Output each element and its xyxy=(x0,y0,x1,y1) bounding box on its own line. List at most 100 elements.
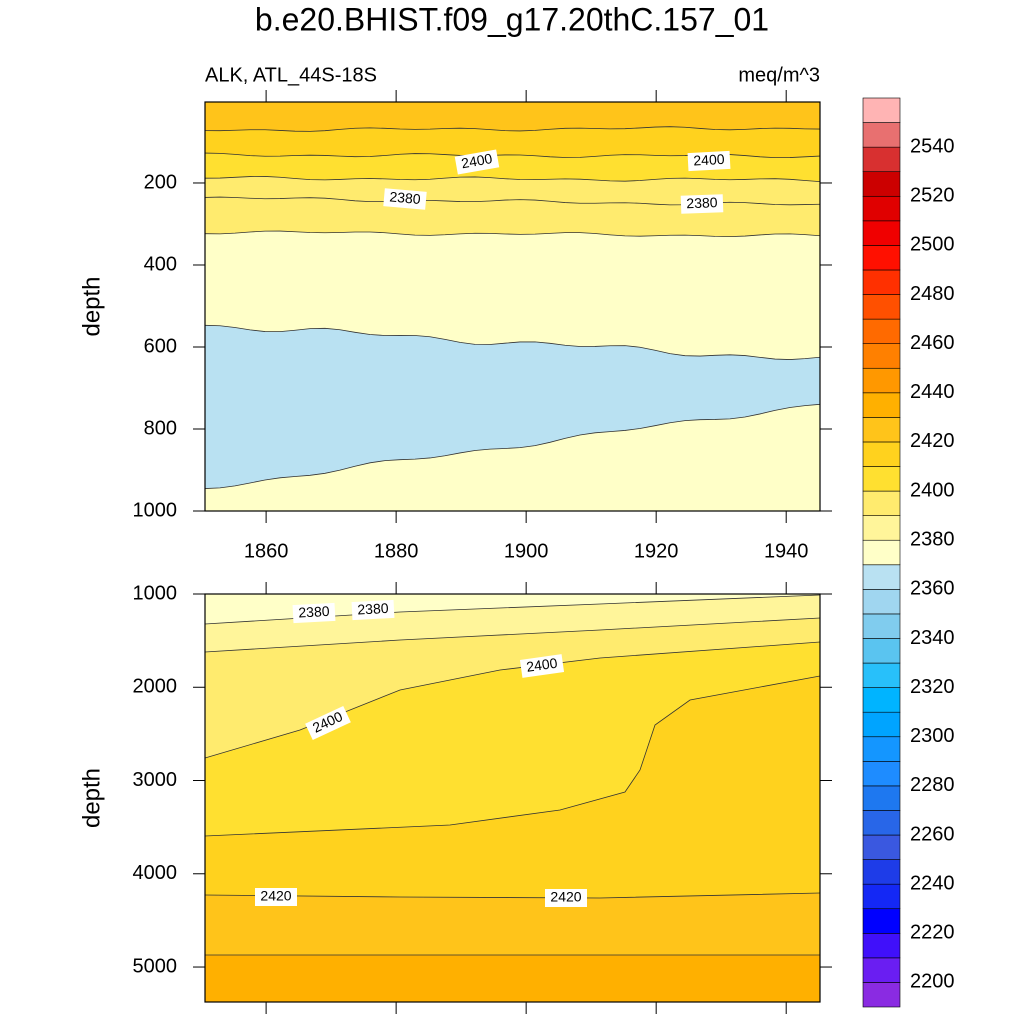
colorbar-box xyxy=(862,171,901,197)
colorbar-box xyxy=(862,736,901,762)
contour-label-box xyxy=(545,889,587,907)
contour-label: 2380 xyxy=(383,188,427,210)
contour-label-text: 2380 xyxy=(357,600,389,618)
contour-label-box xyxy=(383,188,427,210)
colorbar-label: 2520 xyxy=(910,185,955,207)
y-axis-label: depth xyxy=(78,768,105,828)
contour-region xyxy=(205,594,820,624)
x-tick-label: 1860 xyxy=(244,540,289,562)
contour-label: 2400 xyxy=(519,654,565,678)
x-tick-label: 1940 xyxy=(764,540,809,562)
colorbar-box xyxy=(862,859,901,885)
contour-region xyxy=(205,176,820,205)
colorbar-box xyxy=(862,957,901,983)
colorbar-label: 2340 xyxy=(910,627,955,649)
contour-region xyxy=(205,595,820,652)
colorbar-box xyxy=(862,97,901,123)
colorbar-label: 2280 xyxy=(910,774,955,796)
x-tick-label: 1880 xyxy=(374,540,419,562)
colorbar-box xyxy=(862,245,901,271)
colorbar-box xyxy=(862,417,901,443)
colorbar-box xyxy=(862,122,901,148)
chart-title: b.e20.BHIST.f09_g17.20thC.157_01 xyxy=(255,1,769,37)
contour-line xyxy=(204,230,821,238)
contour-label: 2380 xyxy=(351,599,395,621)
colorbar-label: 2380 xyxy=(910,528,955,550)
colorbar-box xyxy=(862,220,901,246)
contour-label-text: 2380 xyxy=(298,603,330,621)
colorbar-box xyxy=(862,613,901,639)
colorbar-label: 2400 xyxy=(910,479,955,501)
contour-label-text: 2400 xyxy=(460,150,494,171)
contour-label: 2420 xyxy=(545,889,587,907)
contour-label-box xyxy=(687,150,731,172)
y-tick-label: 600 xyxy=(144,335,177,357)
contour-region xyxy=(205,197,820,237)
colorbar-box xyxy=(862,343,901,369)
colorbar-label: 2200 xyxy=(910,971,955,993)
y-axis-label: depth xyxy=(78,276,105,336)
contour-region xyxy=(205,404,820,511)
contour-label-text: 2400 xyxy=(525,655,558,675)
colorbar-box xyxy=(862,810,901,836)
colorbar-box xyxy=(862,539,901,566)
colorbar-box xyxy=(862,195,901,222)
colorbar-box xyxy=(862,711,901,738)
colorbar-box xyxy=(862,441,901,467)
colorbar-label: 2260 xyxy=(910,823,955,845)
contour-label-text: 2380 xyxy=(389,188,422,207)
contour-label-text: 2420 xyxy=(550,889,581,905)
colorbar-box xyxy=(862,515,901,541)
colorbar-label: 2320 xyxy=(910,676,955,698)
contour-label-text: 2380 xyxy=(686,194,718,211)
contour-label-box xyxy=(292,602,336,624)
contour-label-box xyxy=(519,654,565,678)
colorbar-label: 2480 xyxy=(910,283,955,305)
colorbar-label: 2360 xyxy=(910,578,955,600)
contour-label-box xyxy=(351,599,395,621)
y-tick-label: 5000 xyxy=(133,955,178,977)
colorbar-box xyxy=(862,146,901,173)
colorbar-box xyxy=(862,761,901,787)
y-tick-label: 200 xyxy=(144,171,177,193)
colorbar-box xyxy=(862,318,901,344)
colorbar-box xyxy=(862,490,901,516)
contour-line xyxy=(204,403,821,489)
contour-label-text: 2420 xyxy=(260,888,291,904)
y-tick-label: 2000 xyxy=(133,676,178,698)
colorbar-box xyxy=(862,687,901,713)
plot-frame xyxy=(204,593,821,1003)
contour-region xyxy=(205,893,820,955)
colorbar-box xyxy=(862,982,901,1008)
contour-label: 2400 xyxy=(454,149,500,175)
colorbar-box xyxy=(862,883,901,910)
contour-label: 2400 xyxy=(305,705,351,741)
y-tick-label: 1000 xyxy=(133,499,178,521)
colorbar-label: 2440 xyxy=(910,381,955,403)
colorbar-label: 2220 xyxy=(910,922,955,944)
contour-region xyxy=(205,676,820,898)
contour-region xyxy=(205,102,820,132)
plot-frame xyxy=(204,101,821,512)
left-string: ALK, ATL_44S-18S xyxy=(205,64,377,86)
contour-label-box xyxy=(255,888,297,906)
colorbar-box xyxy=(862,638,901,664)
contour-line xyxy=(204,176,821,183)
y-tick-label: 400 xyxy=(144,253,177,275)
contour-label: 2380 xyxy=(680,194,724,214)
colorbar-box xyxy=(862,834,901,860)
y-tick-label: 800 xyxy=(144,417,177,439)
contour-region xyxy=(205,231,820,360)
contour-line xyxy=(204,675,821,837)
contour-region xyxy=(205,325,820,489)
contour-line xyxy=(204,641,821,759)
contour-label-box xyxy=(305,705,351,741)
colorbar-label: 2300 xyxy=(910,725,955,747)
colorbar-label: 2460 xyxy=(910,332,955,354)
colorbar-box xyxy=(862,367,901,394)
contour-label-box xyxy=(680,194,724,214)
colorbar-box xyxy=(862,294,901,320)
colorbar-box xyxy=(862,785,901,811)
contour-line xyxy=(204,324,821,360)
